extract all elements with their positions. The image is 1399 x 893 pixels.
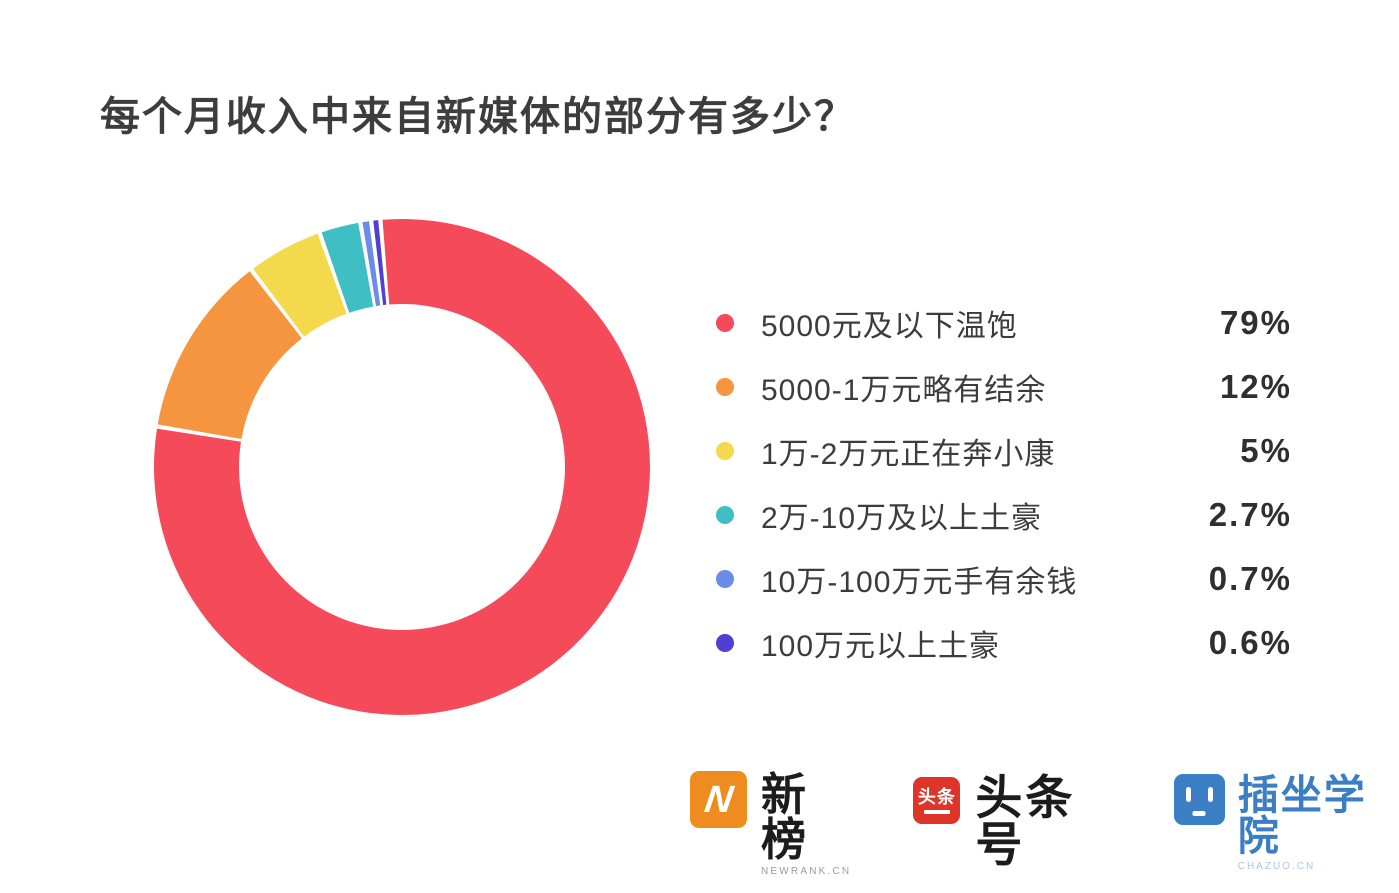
chart-legend: 5000元及以下温饱 79% 5000-1万元略有结余 12% 1万-2万元正在奔小康 5… [703,291,1292,675]
chazuo-name: 插坐学院 [1237,772,1367,859]
toutiao-icon: 头条 [913,777,961,824]
newrank-logo: N 新榜 NEWRANK.CN [690,768,851,877]
toutiao-logo: 头条 头条号 [913,768,1115,868]
legend-value: 2.7% [1208,496,1292,533]
legend-item: 5000元及以下温饱 79% [703,291,1292,355]
toutiao-icon-text: 头条 [917,786,956,807]
donut-chart-svg [154,218,651,715]
legend-color-dot [716,506,734,524]
legend-value: 5% [1240,432,1292,469]
footer-logos: N 新榜 NEWRANK.CN 头条 头条号 插坐学院 [690,768,1399,877]
chazuo-logo: 插坐学院 CHAZUO.CN [1173,768,1399,873]
legend-label: 10万-100万元手有余钱 [761,566,1078,599]
legend-item: 2万-10万及以上土豪 2.7% [703,483,1292,547]
legend-label: 1万-2万元正在奔小康 [761,438,1056,471]
newrank-name: 新榜 [761,769,811,865]
donut-slice [154,218,651,715]
chazuo-text-block: 插坐学院 CHAZUO.CN [1237,768,1399,873]
legend-item: 10万-100万元手有余钱 0.7% [703,547,1292,611]
legend-color-dot [716,314,734,332]
legend-label: 2万-10万及以上土豪 [761,502,1043,535]
legend-color-dot [716,378,734,396]
robot-right-eye [1207,787,1213,802]
chazuo-domain: CHAZUO.CN [1237,861,1316,872]
legend-label: 5000-1万元略有结余 [761,374,1047,407]
toutiao-icon-underline [923,809,950,814]
legend-color-dot [716,634,734,652]
newrank-icon: N [690,771,747,828]
donut-slice [157,271,302,439]
donut-slice [321,222,374,313]
donut-chart [132,197,672,737]
legend-color-dot [716,570,734,588]
legend-item: 100万元以上土豪 0.6% [703,611,1292,675]
legend-value: 0.6% [1208,624,1292,661]
legend-value: 0.7% [1208,560,1292,597]
chart-title: 每个月收入中来自新媒体的部分有多少？ [100,95,856,139]
legend-label: 5000元及以下温饱 [761,310,1018,343]
legend-item: 1万-2万元正在奔小康 5% [703,419,1292,483]
robot-mouth [1192,811,1206,816]
toutiao-name: 头条号 [975,771,1076,871]
newrank-domain: NEWRANK.CN [761,866,852,877]
legend-value: 79% [1219,304,1292,341]
donut-slice [373,220,387,306]
legend-value: 12% [1219,368,1292,405]
newrank-text-block: 新榜 NEWRANK.CN [761,768,851,877]
chazuo-robot-icon [1173,774,1225,825]
legend-item: 5000-1万元略有结余 12% [703,355,1292,419]
legend-color-dot [716,442,734,460]
legend-label: 100万元以上土豪 [761,630,1001,663]
donut-slice [362,221,381,307]
newrank-icon-glyph: N [701,778,736,821]
donut-slice [253,233,347,337]
robot-left-eye [1185,787,1191,802]
